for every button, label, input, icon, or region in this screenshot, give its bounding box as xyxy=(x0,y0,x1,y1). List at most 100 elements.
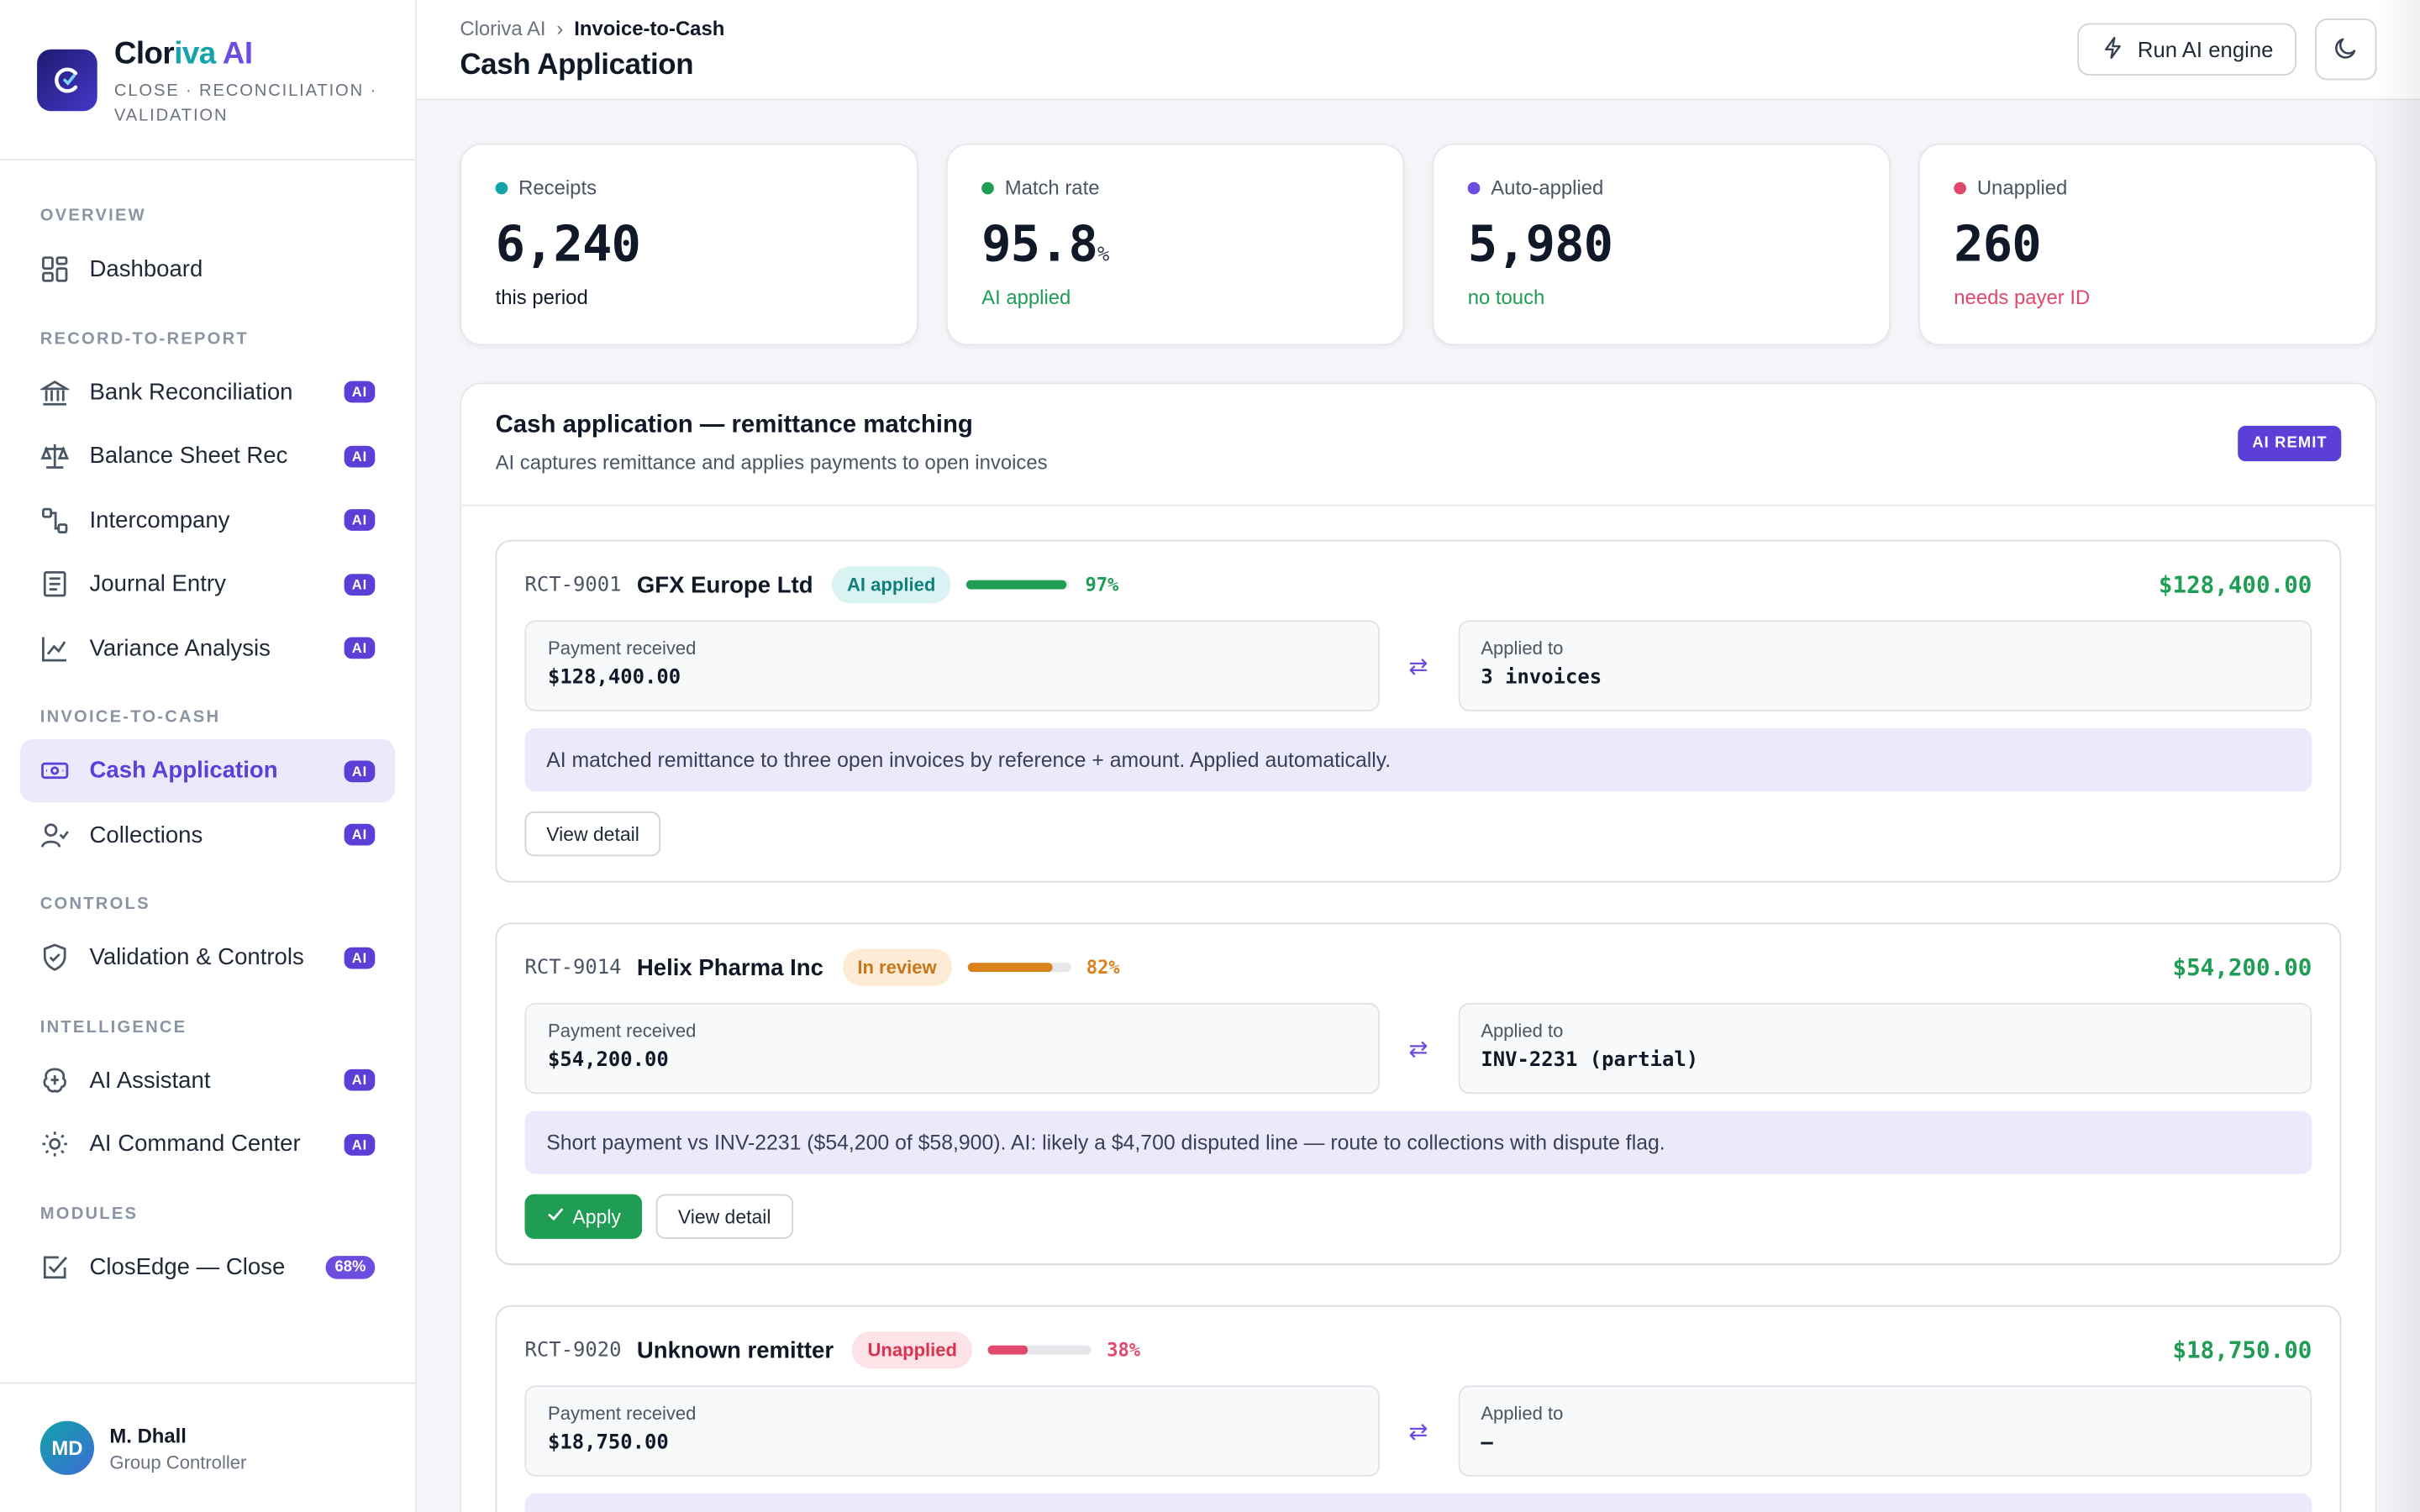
ai-note: Short payment vs INV-2231 ($54,200 of $5… xyxy=(524,1110,2312,1174)
applied-to-box: Applied to — xyxy=(1457,1385,2312,1477)
applied-to-label: Applied to xyxy=(1481,1402,1564,1425)
brand-logo-icon xyxy=(37,49,97,112)
user-role: Group Controller xyxy=(109,1451,247,1473)
stat-unit: % xyxy=(1097,244,1109,267)
nav-section-intelligence: INTELLIGENCE xyxy=(39,1017,187,1037)
view-detail-button[interactable]: View detail xyxy=(656,1194,793,1239)
sidebar-item-label: ClosEdge — Close xyxy=(89,1253,286,1280)
receipt-match-boxes: Payment received $54,200.00 ⇄ Applied to… xyxy=(524,1002,2312,1095)
applied-to-box: Applied to 3 invoices xyxy=(1457,620,2312,711)
sidebar-item-label: Intercompany xyxy=(89,507,230,533)
sidebar-item-variance-analysis[interactable]: Variance Analysis AI xyxy=(20,617,395,680)
stat-card-auto-applied: Auto-applied 5,980 no touch xyxy=(1432,143,1891,346)
sidebar-item-validation-controls[interactable]: Validation & Controls AI xyxy=(20,926,395,989)
sidebar-item-collections[interactable]: Collections AI xyxy=(20,803,395,866)
sidebar-item-bank-reconciliation[interactable]: Bank Reconciliation AI xyxy=(20,360,395,423)
applied-to-label: Applied to xyxy=(1481,1020,1564,1042)
apply-button[interactable]: Apply xyxy=(524,1194,643,1239)
sidebar-item-label: Journal Entry xyxy=(89,570,226,597)
moon-icon xyxy=(2332,33,2360,66)
stat-value-number: 260 xyxy=(1954,214,2041,274)
sidebar-item-label: AI Assistant xyxy=(89,1067,211,1094)
receipt-card: RCT-9014 Helix Pharma Inc In review 82% … xyxy=(495,922,2342,1266)
payment-received-label: Payment received xyxy=(548,637,697,659)
remittance-panel: Cash application — remittance matching A… xyxy=(460,382,2377,1512)
brand-name: Cloriva AI xyxy=(113,37,253,71)
brain-icon xyxy=(40,1065,70,1095)
journal-icon xyxy=(40,570,70,599)
payment-received-label: Payment received xyxy=(548,1020,697,1042)
stat-value: 5,980 xyxy=(1468,214,1855,273)
ai-badge: AI xyxy=(344,1068,376,1091)
receipt-actions: View detail xyxy=(524,811,2312,857)
sidebar-item-dashboard[interactable]: Dashboard xyxy=(20,238,395,301)
breadcrumb-root[interactable]: Cloriva AI xyxy=(460,16,546,39)
lightning-icon xyxy=(2101,34,2125,64)
stat-value: 6,240 xyxy=(496,214,883,273)
ai-badge: AI xyxy=(344,637,376,659)
brand: Cloriva AI CLOSE · RECONCILIATION · VALI… xyxy=(0,0,416,161)
brand-tagline: CLOSE · RECONCILIATION · VALIDATION xyxy=(113,81,378,125)
receipt-amount: $128,400.00 xyxy=(2158,570,2312,599)
content: Receipts 6,240 this period Match rate 95… xyxy=(417,100,2420,1512)
swap-arrows-icon: ⇄ xyxy=(1408,653,1428,680)
payment-received-value: $18,750.00 xyxy=(548,1431,669,1456)
receipt-header: RCT-9014 Helix Pharma Inc In review 82% … xyxy=(524,946,2312,989)
sidebar-item-cash-application[interactable]: Cash Application AI xyxy=(19,738,396,803)
receipt-amount: $54,200.00 xyxy=(2172,953,2312,982)
stat-value: 95.8% xyxy=(981,214,1369,273)
sidebar-item-closedge-close[interactable]: ClosEdge — Close 68% xyxy=(20,1235,395,1298)
receipt-list: RCT-9001 GFX Europe Ltd AI applied 97% $… xyxy=(461,506,2375,1512)
stat-subtext: this period xyxy=(495,285,588,309)
status-dot xyxy=(981,181,994,194)
payment-received-label: Payment received xyxy=(548,1402,697,1425)
receipt-header: RCT-9001 GFX Europe Ltd AI applied 97% $… xyxy=(524,563,2312,606)
stat-label-text: Unapplied xyxy=(1976,176,2068,199)
stat-label: Receipts xyxy=(495,176,883,199)
stat-card-receipts: Receipts 6,240 this period xyxy=(460,143,918,346)
status-badge: Unapplied xyxy=(852,1331,973,1369)
user-check-icon xyxy=(40,820,70,849)
receipt-card: RCT-9001 GFX Europe Ltd AI applied 97% $… xyxy=(495,539,2342,883)
theme-toggle-button[interactable] xyxy=(2315,18,2377,81)
confidence-value: 97% xyxy=(1085,574,1119,596)
sidebar-item-label: Variance Analysis xyxy=(89,634,271,662)
user-profile[interactable]: MD M. Dhall Group Controller xyxy=(0,1382,416,1512)
sidebar: Cloriva AI CLOSE · RECONCILIATION · VALI… xyxy=(0,0,417,1512)
ai-badge: AI xyxy=(344,573,376,596)
nav-section-overview: OVERVIEW xyxy=(39,207,146,226)
panel-header: Cash application — remittance matching A… xyxy=(461,384,2375,507)
sidebar-item-label: Bank Reconciliation xyxy=(89,378,293,406)
sidebar-item-journal-entry[interactable]: Journal Entry AI xyxy=(20,553,395,616)
view-detail-button[interactable]: View detail xyxy=(524,811,661,857)
stat-label-text: Match rate xyxy=(1004,176,1100,199)
applied-to-value: 3 invoices xyxy=(1481,666,1602,690)
payment-received-value: $54,200.00 xyxy=(548,1048,669,1073)
status-badge: AI applied xyxy=(831,566,951,604)
stat-label: Auto-applied xyxy=(1467,176,1855,199)
receipt-id: RCT-9014 xyxy=(524,955,622,979)
ai-badge: AI xyxy=(344,946,376,969)
progress-badge: 68% xyxy=(325,1255,376,1278)
sidebar-item-ai-assistant[interactable]: AI Assistant AI xyxy=(20,1048,395,1111)
sidebar-item-intercompany[interactable]: Intercompany AI xyxy=(20,488,395,551)
stat-value-number: 95.8 xyxy=(981,214,1098,274)
sidebar-item-ai-command-center[interactable]: AI Command Center AI xyxy=(20,1112,395,1175)
ai-remit-badge: AI REMIT xyxy=(2238,425,2342,462)
confidence-value: 82% xyxy=(1086,956,1120,979)
payer-name: Helix Pharma Inc xyxy=(636,953,823,981)
stat-value-number: 6,240 xyxy=(495,214,641,274)
confidence-bar-fill xyxy=(987,1345,1028,1355)
ai-badge: AI xyxy=(344,444,376,467)
run-ai-engine-button[interactable]: Run AI engine xyxy=(2077,23,2297,76)
sidebar-item-label: Cash Application xyxy=(89,757,278,785)
shield-icon xyxy=(40,942,70,972)
main: Cloriva AI › Invoice-to-Cash Cash Applic… xyxy=(416,0,2420,1512)
sidebar-item-balance-sheet-rec[interactable]: Balance Sheet Rec AI xyxy=(20,424,395,487)
sidebar-nav: OVERVIEW Dashboard RECORD-TO-REPORT Bank Re… xyxy=(0,160,415,1383)
receipt-card: RCT-9020 Unknown remitter Unapplied 38% … xyxy=(495,1305,2342,1512)
ai-note: AI matched remittance to three open invo… xyxy=(524,727,2312,792)
confidence-bar xyxy=(987,1345,1092,1355)
panel-subtitle: AI captures remittance and applies payme… xyxy=(495,450,1048,474)
